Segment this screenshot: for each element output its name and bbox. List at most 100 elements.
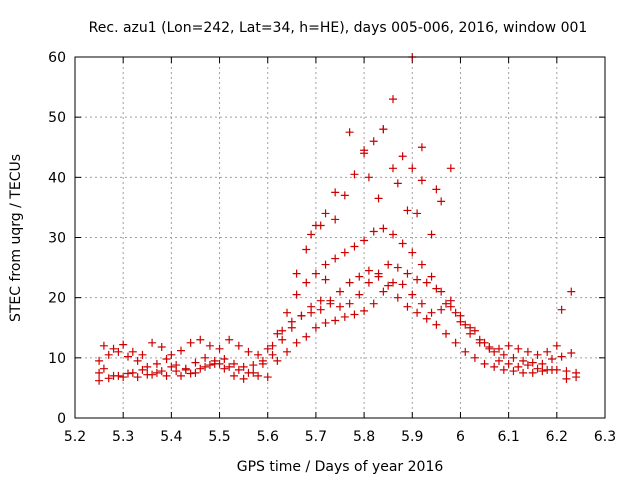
- data-point: [456, 311, 465, 320]
- data-point: [225, 335, 234, 344]
- data-point: [538, 359, 547, 368]
- data-point: [389, 278, 397, 287]
- x-tick-label: 5.6: [257, 429, 279, 445]
- data-point: [466, 329, 475, 338]
- data-point: [234, 365, 243, 374]
- data-point: [432, 284, 441, 293]
- data-point: [350, 170, 359, 179]
- data-point: [408, 290, 417, 299]
- data-point: [138, 365, 147, 374]
- data-point: [446, 296, 455, 305]
- data-point: [403, 206, 412, 215]
- data-point: [331, 254, 340, 263]
- data-point: [364, 173, 373, 182]
- data-point: [326, 296, 335, 305]
- data-point: [114, 347, 123, 356]
- data-point: [167, 350, 176, 359]
- data-point: [451, 308, 460, 317]
- data-point: [186, 369, 195, 378]
- data-point: [283, 347, 291, 356]
- data-point: [215, 344, 224, 353]
- data-point: [384, 281, 393, 290]
- data-point: [104, 374, 113, 383]
- data-point: [220, 355, 229, 364]
- data-point: [514, 344, 523, 353]
- data-point: [109, 344, 118, 353]
- data-point: [244, 347, 253, 356]
- data-point: [360, 146, 369, 155]
- data-point: [302, 245, 311, 254]
- y-tick-label: 40: [48, 170, 66, 186]
- data-point: [336, 302, 344, 311]
- data-point: [422, 314, 431, 323]
- data-point: [393, 293, 402, 302]
- data-point: [114, 371, 123, 380]
- x-tick-label: 5.2: [64, 429, 86, 445]
- y-tick-label: 30: [48, 231, 66, 247]
- data-point: [504, 341, 513, 350]
- x-tick-label: 6.3: [594, 429, 616, 445]
- data-point: [548, 355, 556, 364]
- plot-frame: [74, 56, 606, 419]
- y-tick-label: 10: [48, 351, 66, 367]
- data-point: [196, 335, 205, 344]
- data-point: [177, 346, 185, 355]
- data-point: [162, 355, 171, 364]
- data-point: [157, 343, 166, 352]
- data-point: [427, 308, 436, 317]
- data-point: [427, 230, 436, 239]
- x-tick-label: 5.4: [160, 429, 182, 445]
- data-point: [316, 221, 325, 230]
- data-point: [321, 260, 330, 269]
- data-point: [268, 341, 277, 350]
- data-point: [360, 306, 369, 315]
- data-point: [398, 152, 407, 161]
- data-point: [196, 364, 205, 373]
- data-point: [393, 263, 402, 272]
- data-point: [258, 359, 267, 368]
- data-point: [422, 278, 431, 287]
- data-point: [239, 374, 248, 383]
- data-point: [413, 209, 422, 218]
- data-point: [490, 362, 499, 371]
- data-point: [220, 364, 229, 373]
- data-point: [557, 352, 566, 361]
- data-point: [345, 128, 354, 137]
- data-point: [437, 287, 446, 296]
- data-point: [292, 290, 301, 299]
- data-point: [254, 371, 263, 380]
- data-point: [95, 368, 104, 377]
- data-point: [538, 367, 547, 376]
- data-point: [201, 362, 210, 371]
- data-point: [360, 236, 369, 245]
- data-point: [287, 317, 296, 326]
- x-tick-label: 6.2: [546, 429, 568, 445]
- data-point: [345, 299, 354, 308]
- x-tick-label: 5.7: [305, 429, 327, 445]
- data-point: [398, 280, 407, 289]
- data-point: [374, 272, 383, 281]
- data-point: [143, 362, 152, 371]
- data-point: [461, 320, 470, 329]
- data-point: [461, 347, 470, 356]
- data-point: [181, 365, 190, 374]
- data-point: [548, 365, 556, 374]
- x-tick-label: 5.3: [112, 429, 134, 445]
- data-point: [331, 316, 340, 325]
- data-point: [408, 248, 417, 257]
- data-point: [567, 349, 576, 358]
- data-point: [379, 287, 388, 296]
- data-point: [523, 347, 532, 356]
- data-point: [389, 164, 397, 173]
- data-point: [95, 376, 104, 385]
- data-point: [340, 248, 349, 257]
- data-point: [249, 361, 258, 370]
- data-point: [292, 269, 301, 278]
- data-point: [364, 266, 373, 275]
- x-tick-label: 5.5: [208, 429, 230, 445]
- data-point: [302, 332, 311, 341]
- data-point: [331, 215, 340, 224]
- data-point: [350, 242, 359, 251]
- data-point: [403, 269, 412, 278]
